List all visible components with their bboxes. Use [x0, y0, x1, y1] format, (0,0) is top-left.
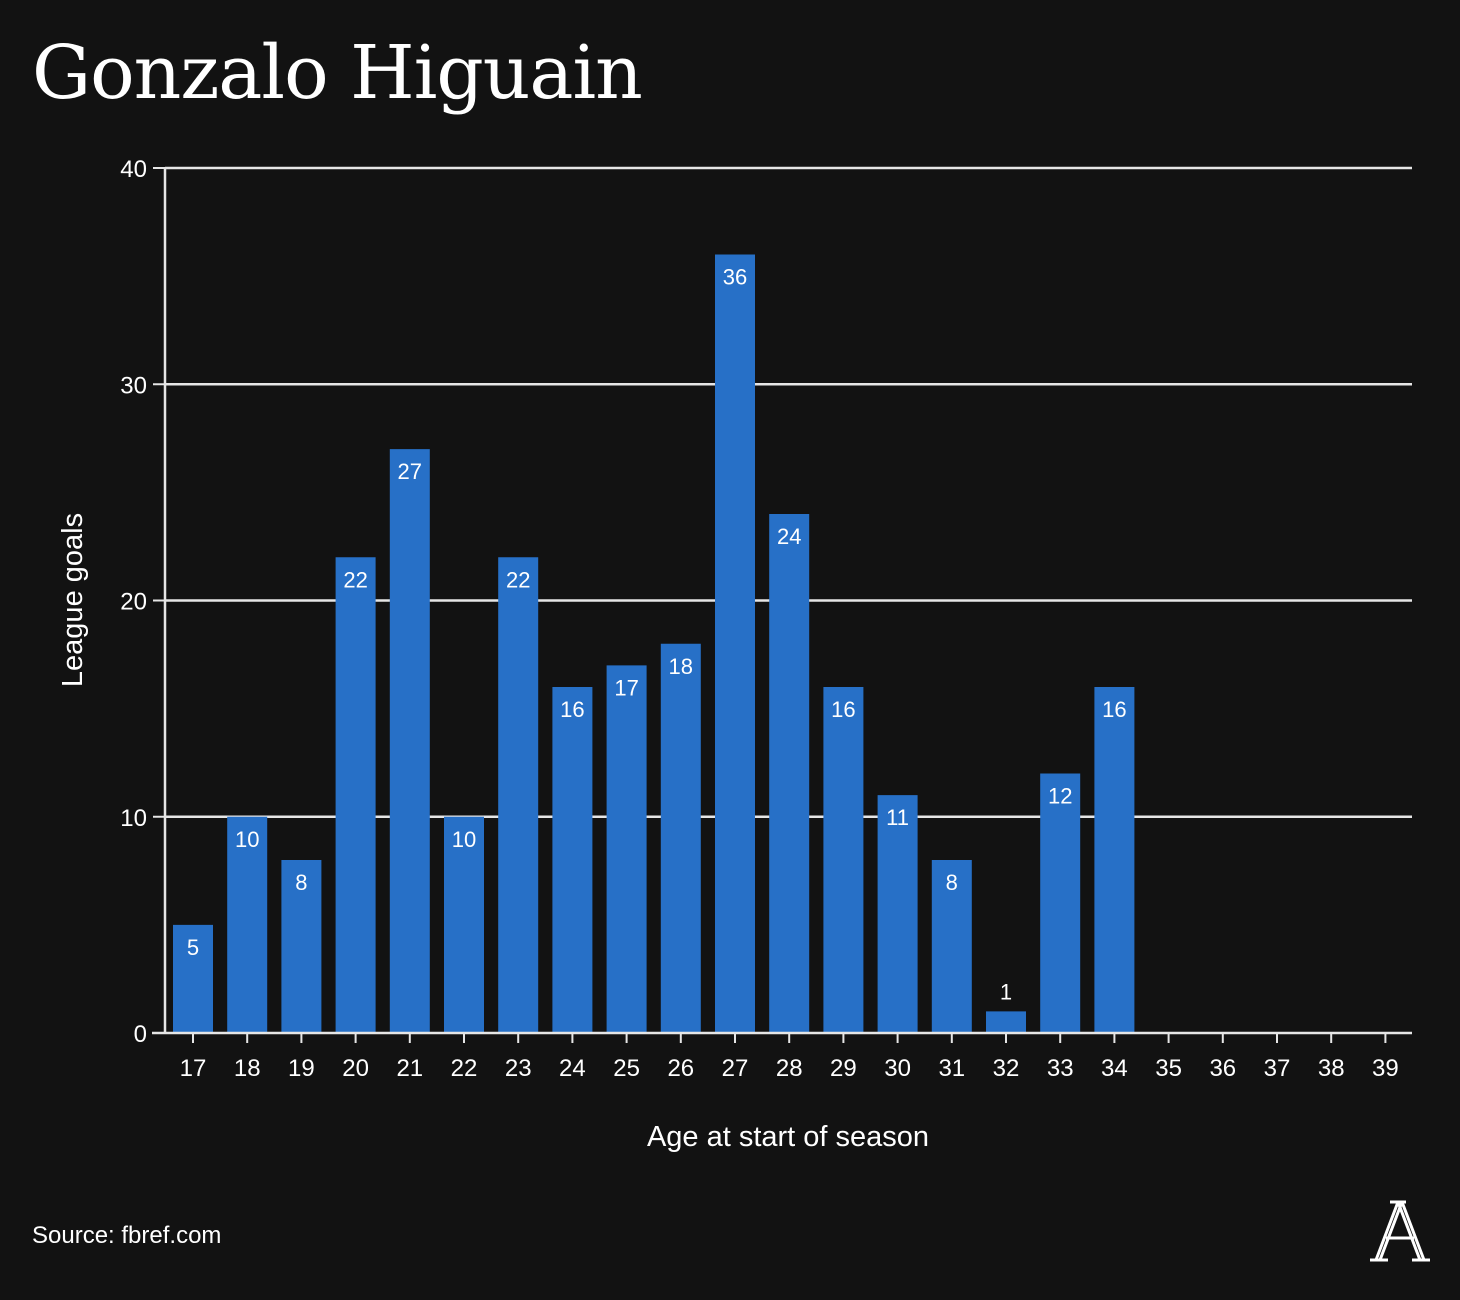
- y-tick-label: 20: [120, 589, 147, 616]
- bar: [281, 860, 322, 1033]
- source-note: Source: fbref.com: [32, 1222, 222, 1249]
- x-tick-label: 22: [451, 1055, 478, 1082]
- bar-value-label: 36: [723, 265, 747, 290]
- bar: [173, 924, 213, 1033]
- bar-value-label: 10: [452, 827, 476, 852]
- bar-value-label: 16: [831, 697, 855, 722]
- bar: [823, 687, 864, 1033]
- bar: [986, 1011, 1026, 1033]
- bar-value-label: 17: [614, 675, 638, 700]
- x-tick-label: 20: [342, 1055, 369, 1082]
- bars: [173, 254, 1135, 1033]
- bar-value-label: 16: [1102, 697, 1126, 722]
- x-tick-label: 34: [1101, 1055, 1128, 1082]
- x-tick-label: 31: [938, 1055, 965, 1082]
- bar-value-label: 24: [777, 524, 801, 549]
- bar: [1040, 773, 1081, 1033]
- y-tick-label: 40: [120, 156, 147, 183]
- bar: [715, 254, 755, 1033]
- bar-value-label: 22: [506, 567, 530, 592]
- y-tick-label: 30: [120, 372, 147, 399]
- athletic-a-logo-icon: [1370, 1200, 1430, 1262]
- x-tick-label: 29: [830, 1055, 857, 1082]
- x-tick-label: 28: [776, 1055, 803, 1082]
- x-tick-label: 21: [396, 1055, 423, 1082]
- bar-value-label: 16: [560, 697, 584, 722]
- x-tick-label: 17: [180, 1055, 207, 1082]
- y-tick-labels: 0 10 20 30 40: [120, 156, 147, 1048]
- x-tick-label: 39: [1372, 1055, 1399, 1082]
- bar-value-label: 12: [1048, 784, 1072, 809]
- x-tick-label: 24: [559, 1055, 586, 1082]
- bar-value-label: 1: [1000, 979, 1012, 1004]
- chart-title: Gonzalo Higuain: [32, 30, 643, 116]
- bar-value-labels: 5 10 8 22 27 10 22 16 17 18 36 24 16 11 8 1 12 16: [187, 265, 1127, 1005]
- y-axis-label: League goals: [57, 513, 89, 687]
- axes: [152, 167, 1412, 1043]
- bar: [498, 557, 539, 1033]
- bar: [877, 795, 918, 1033]
- bar: [1094, 687, 1135, 1033]
- bar: [606, 665, 647, 1033]
- x-tick-label: 37: [1264, 1055, 1291, 1082]
- x-tick-label: 33: [1047, 1055, 1074, 1082]
- bar: [444, 816, 484, 1033]
- bar-value-label: 11: [886, 805, 909, 830]
- bar-value-label: 5: [187, 935, 199, 960]
- bar-value-label: 10: [235, 827, 259, 852]
- bar: [769, 514, 810, 1033]
- x-tick-label: 19: [288, 1055, 315, 1082]
- bar-value-label: 27: [398, 459, 422, 484]
- bar: [931, 860, 972, 1033]
- bar-value-label: 18: [669, 654, 693, 679]
- x-tick-label: 25: [613, 1055, 640, 1082]
- bar-value-label: 22: [343, 567, 367, 592]
- x-tick-label: 36: [1209, 1055, 1236, 1082]
- bar-value-label: 8: [946, 870, 958, 895]
- bar: [389, 449, 430, 1033]
- x-axis-label: Age at start of season: [647, 1121, 929, 1153]
- x-tick-label: 23: [505, 1055, 532, 1082]
- x-tick-label: 32: [993, 1055, 1020, 1082]
- x-tick-label: 35: [1155, 1055, 1182, 1082]
- x-tick-label: 38: [1318, 1055, 1345, 1082]
- x-tick-label: 18: [234, 1055, 261, 1082]
- bar: [660, 643, 701, 1033]
- x-tick-label: 27: [722, 1055, 749, 1082]
- bar: [552, 687, 593, 1033]
- x-tick-labels: 17 18 19 20 21 22 23 24 25 26 27 28 29 30 31 32 33 34 35 36…: [180, 1055, 1399, 1082]
- bar: [227, 816, 268, 1033]
- bar-value-label: 8: [295, 870, 307, 895]
- y-tick-label: 10: [120, 805, 147, 832]
- x-tick-label: 30: [884, 1055, 911, 1082]
- bar: [335, 557, 376, 1033]
- x-tick-label: 26: [667, 1055, 694, 1082]
- y-tick-label: 0: [134, 1021, 147, 1048]
